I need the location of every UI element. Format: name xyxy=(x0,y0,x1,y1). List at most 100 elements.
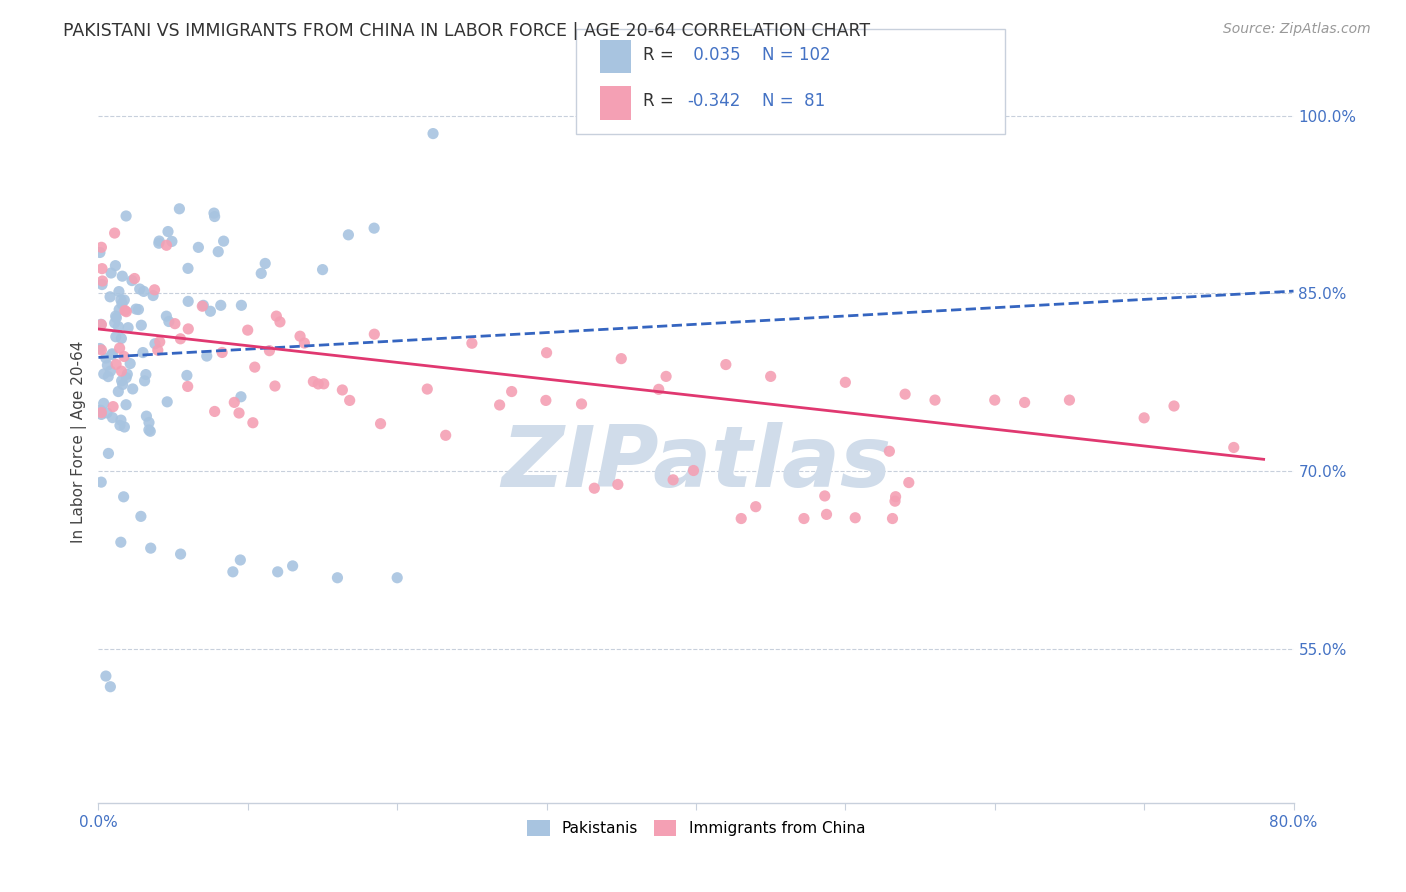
Point xyxy=(288,329,311,343)
Point xyxy=(536,345,558,359)
Point xyxy=(195,349,218,363)
Point xyxy=(117,320,139,334)
Point xyxy=(121,274,143,288)
Point xyxy=(176,368,198,383)
Point xyxy=(155,238,177,252)
Point xyxy=(169,202,191,216)
Point xyxy=(104,226,127,240)
Point xyxy=(163,317,186,331)
Point xyxy=(132,285,155,299)
Point xyxy=(105,310,128,325)
Point xyxy=(135,368,157,382)
Point xyxy=(93,396,115,410)
Point xyxy=(121,382,143,396)
Point xyxy=(501,384,523,399)
Point xyxy=(177,261,200,276)
Point xyxy=(90,318,112,332)
Point xyxy=(90,408,112,422)
Point xyxy=(101,400,124,414)
Point xyxy=(111,269,134,284)
Point xyxy=(156,394,179,409)
Point xyxy=(101,347,124,361)
Point xyxy=(156,225,179,239)
Point xyxy=(281,558,304,573)
Point xyxy=(91,277,114,292)
Point xyxy=(100,266,122,280)
Point xyxy=(416,382,439,396)
Point xyxy=(422,127,444,141)
Text: Source: ZipAtlas.com: Source: ZipAtlas.com xyxy=(1223,22,1371,37)
Point xyxy=(662,473,685,487)
Point xyxy=(112,490,135,504)
Point xyxy=(142,288,165,302)
Legend: Pakistanis, Immigrants from China: Pakistanis, Immigrants from China xyxy=(520,814,872,842)
Point xyxy=(571,397,593,411)
Point xyxy=(882,511,904,525)
Point xyxy=(1014,395,1036,409)
Point xyxy=(115,398,138,412)
Point xyxy=(160,235,183,249)
Point xyxy=(98,680,122,694)
Point xyxy=(337,227,360,242)
Point xyxy=(745,500,768,514)
Point xyxy=(143,283,166,297)
Text: N = 102: N = 102 xyxy=(762,46,831,64)
Point xyxy=(110,364,132,378)
Point xyxy=(90,318,112,332)
Point xyxy=(924,393,946,408)
Point xyxy=(104,259,127,273)
Point xyxy=(434,428,457,442)
Point xyxy=(1163,399,1185,413)
Point xyxy=(583,481,606,495)
Text: PAKISTANI VS IMMIGRANTS FROM CHINA IN LABOR FORCE | AGE 20-64 CORRELATION CHART: PAKISTANI VS IMMIGRANTS FROM CHINA IN LA… xyxy=(63,22,870,40)
Point xyxy=(606,477,628,491)
Point xyxy=(127,302,149,317)
Point xyxy=(115,370,138,384)
Point xyxy=(610,351,633,366)
Point xyxy=(111,377,134,392)
Point xyxy=(884,490,907,504)
Point xyxy=(128,282,150,296)
Point xyxy=(385,571,409,585)
Point xyxy=(176,379,198,393)
Point xyxy=(292,336,315,351)
Point xyxy=(149,334,172,349)
Point xyxy=(229,390,252,404)
Point xyxy=(97,446,120,460)
Point xyxy=(115,304,138,318)
Point xyxy=(115,209,138,223)
Point xyxy=(169,332,191,346)
Point xyxy=(90,240,112,254)
Point xyxy=(844,510,866,524)
Point xyxy=(91,261,114,276)
Point xyxy=(112,293,135,307)
Point xyxy=(90,343,112,357)
Point xyxy=(93,367,115,381)
Point xyxy=(124,271,146,285)
Point xyxy=(155,309,177,323)
Point xyxy=(107,384,129,399)
Point xyxy=(330,383,353,397)
Point xyxy=(267,565,290,579)
Point xyxy=(363,327,385,342)
Point xyxy=(138,423,160,437)
Point xyxy=(110,535,132,549)
Point xyxy=(89,245,111,260)
Point xyxy=(1223,441,1246,455)
Point xyxy=(157,314,180,328)
Text: N =  81: N = 81 xyxy=(762,93,825,111)
Point xyxy=(222,565,245,579)
Point xyxy=(312,376,335,391)
Point xyxy=(231,298,253,312)
Text: R =: R = xyxy=(643,46,673,64)
Point xyxy=(815,508,838,522)
Point xyxy=(1059,393,1081,408)
FancyBboxPatch shape xyxy=(576,29,1005,134)
Point xyxy=(117,368,139,382)
Point xyxy=(101,348,124,362)
Point xyxy=(187,240,209,254)
Point xyxy=(105,357,128,371)
Point xyxy=(243,360,266,375)
Point xyxy=(204,404,226,418)
Point xyxy=(138,416,160,430)
